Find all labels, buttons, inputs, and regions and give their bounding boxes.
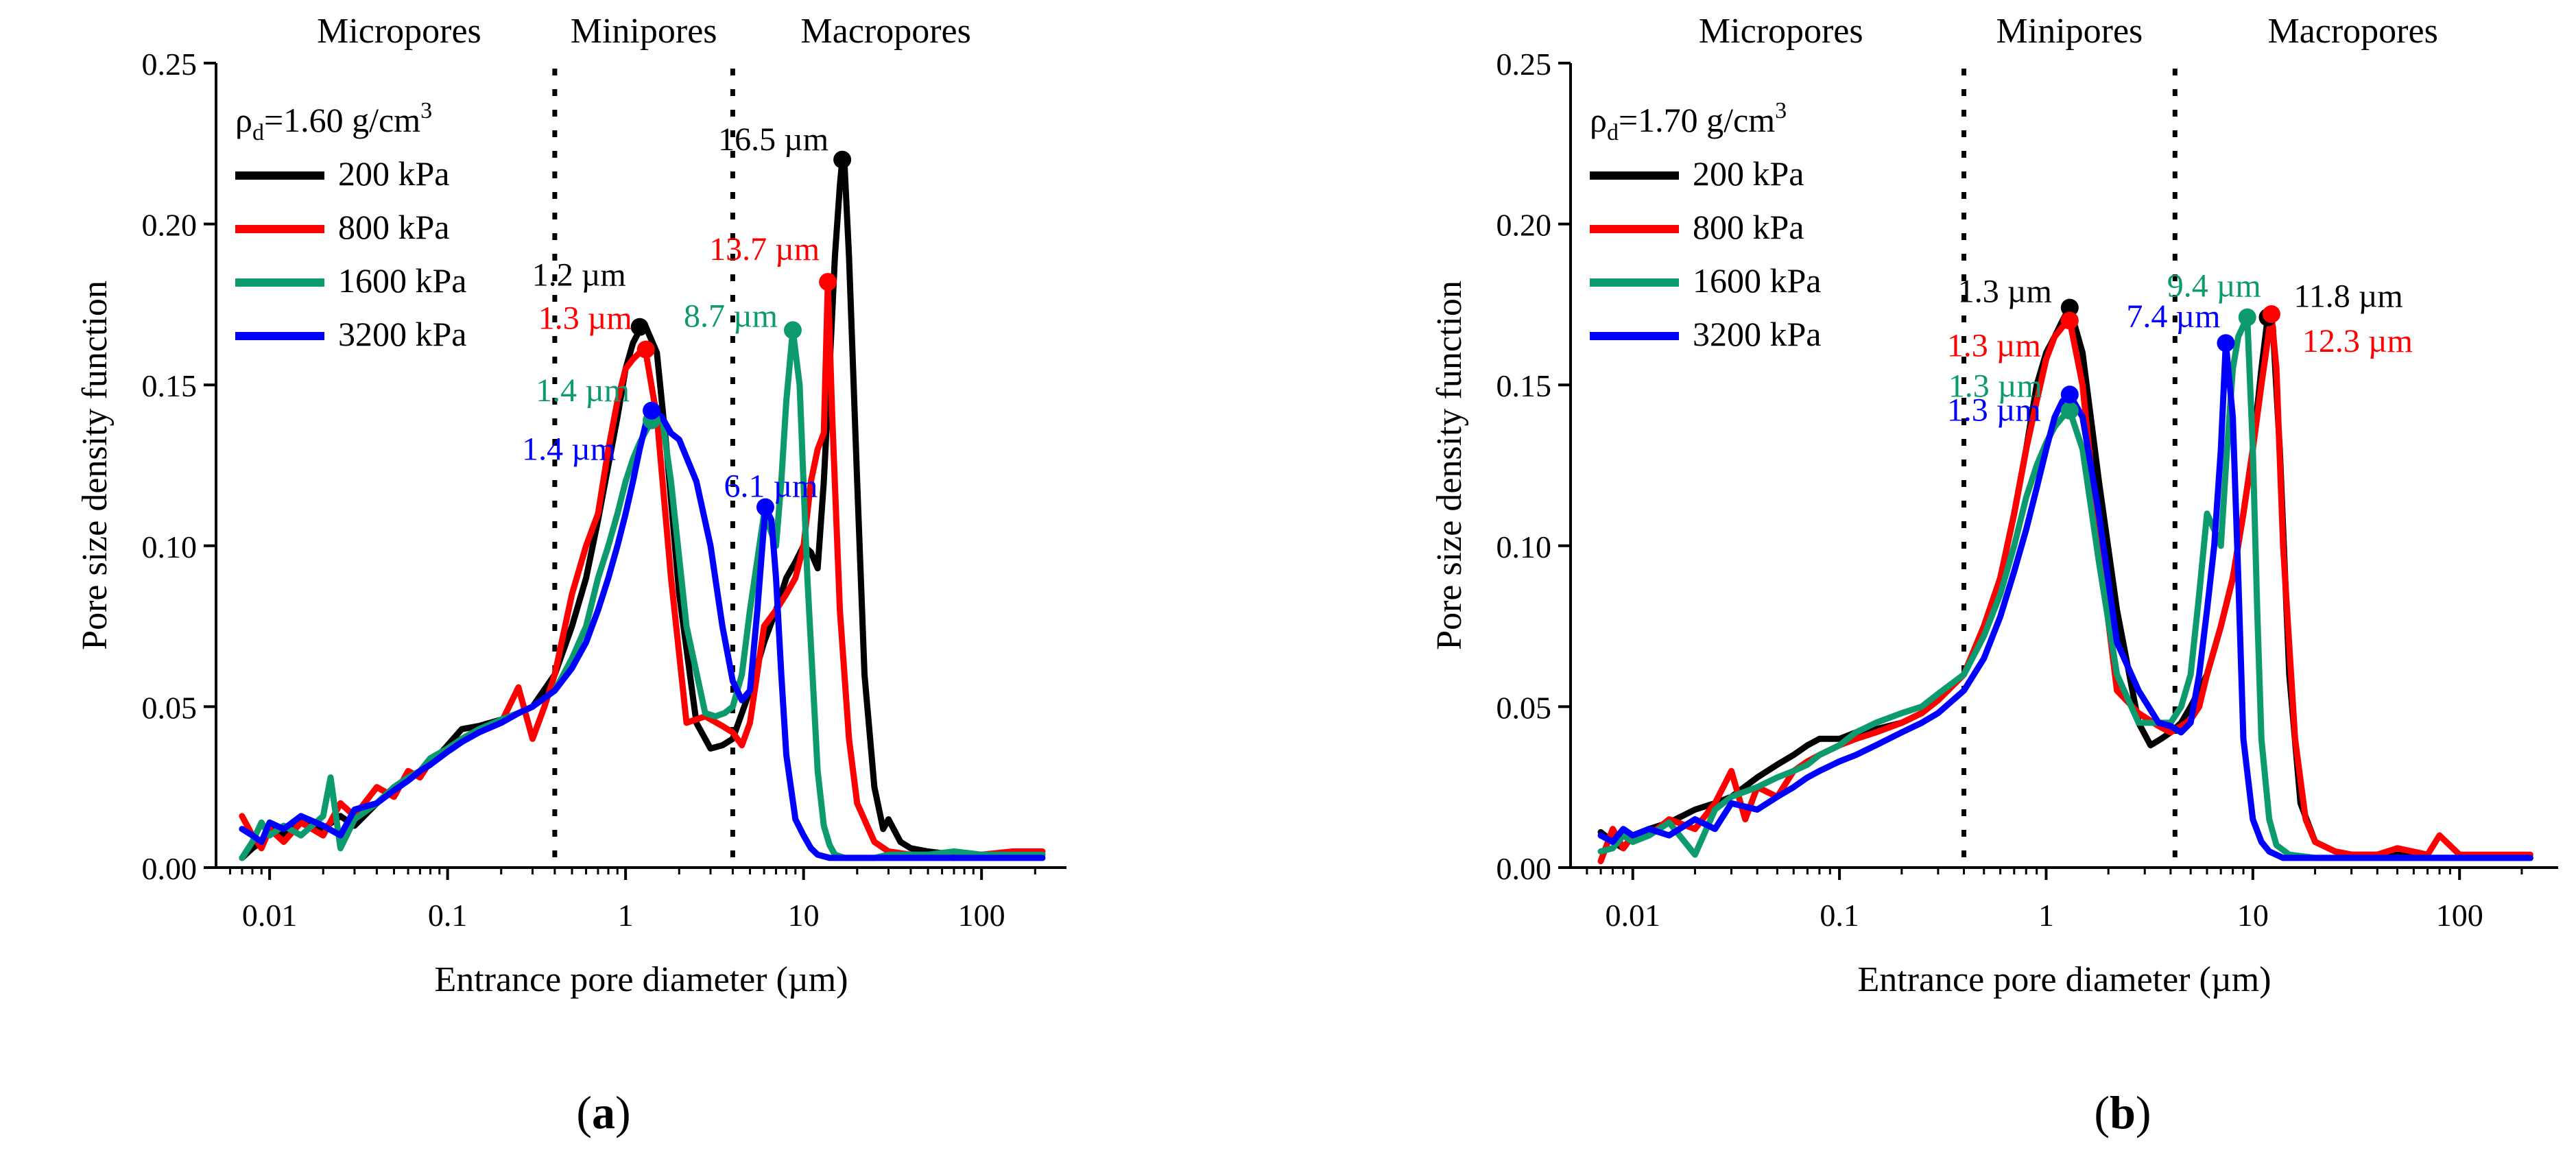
chart-panel-b: 0.00 0.05 0.10 0.15 0.20 0.25 0.01 0.1 1 10 100 Ent… bbox=[1430, 12, 2558, 1138]
legend-title: ρd=1.70 g/cm3 bbox=[1590, 98, 1787, 145]
y-tick-label: 0.15 bbox=[142, 368, 198, 403]
peak-label: 13.7 µm bbox=[709, 231, 820, 267]
series-line bbox=[239, 326, 1046, 861]
zone-label: Micropores bbox=[1699, 12, 1863, 51]
peak-marker bbox=[643, 401, 661, 420]
y-axis-title: Pore size density function bbox=[1430, 281, 1469, 650]
legend-entry: 200 kPa bbox=[338, 154, 450, 193]
x-tick-label: 100 bbox=[2436, 898, 2483, 933]
x-tick-label: 1 bbox=[2038, 898, 2054, 933]
y-tick-label: 0.25 bbox=[142, 47, 198, 82]
peak-label: 1.2 µm bbox=[532, 257, 626, 294]
panel-label: (a) bbox=[576, 1086, 630, 1138]
peak-label: 6.1 µm bbox=[724, 468, 818, 504]
zone-label: Minipores bbox=[571, 12, 717, 51]
legend-title: ρd=1.60 g/cm3 bbox=[235, 98, 432, 145]
peak-marker bbox=[783, 321, 802, 339]
peak-label: 7.4 µm bbox=[2126, 298, 2220, 335]
y-tick-label: 0.10 bbox=[1496, 529, 1552, 564]
peak-label: 8.7 µm bbox=[684, 298, 778, 334]
y-tick-label: 0.20 bbox=[1496, 208, 1552, 243]
legend-entry: 1600 kPa bbox=[1693, 261, 1822, 300]
legend-entry: 1600 kPa bbox=[338, 261, 467, 300]
peak-marker bbox=[2060, 401, 2079, 420]
legend-entry: 3200 kPa bbox=[338, 315, 467, 353]
peak-marker bbox=[756, 498, 774, 516]
peak-marker bbox=[2238, 308, 2256, 326]
peak-marker bbox=[636, 340, 655, 359]
y-tick-label: 0.10 bbox=[142, 529, 198, 564]
legend-entry: 3200 kPa bbox=[1693, 315, 1822, 353]
zone-label: Macropores bbox=[2267, 12, 2437, 51]
y-tick-label: 0.05 bbox=[142, 690, 198, 725]
peak-marker bbox=[819, 273, 837, 291]
y-tick-label: 0.15 bbox=[1496, 368, 1552, 403]
legend-entry: 800 kPa bbox=[1693, 208, 1804, 246]
x-axis-title: Entrance pore diameter (µm) bbox=[1857, 960, 2271, 999]
peak-marker bbox=[2217, 334, 2235, 353]
series-line bbox=[239, 407, 1046, 861]
peak-marker bbox=[630, 318, 649, 336]
peak-label: 1.4 µm bbox=[536, 372, 630, 409]
y-tick-label: 0.00 bbox=[142, 851, 198, 886]
y-tick-label: 0.20 bbox=[142, 208, 198, 243]
zone-label: Minipores bbox=[1996, 12, 2143, 51]
peak-label: 1.3 µm bbox=[1947, 392, 2041, 428]
peak-label: 1.3 µm bbox=[1947, 327, 2041, 363]
zone-label: Macropores bbox=[801, 12, 971, 51]
series-line bbox=[1597, 339, 2533, 861]
x-tick-label: 0.1 bbox=[1820, 898, 1859, 933]
panel-label: (b) bbox=[2094, 1086, 2151, 1138]
x-tick-label: 0.01 bbox=[1605, 898, 1660, 933]
peak-label: 9.4 µm bbox=[2167, 268, 2261, 305]
zone-label: Micropores bbox=[317, 12, 481, 51]
x-tick-label: 10 bbox=[2237, 898, 2269, 933]
x-axis-title: Entrance pore diameter (µm) bbox=[434, 960, 848, 999]
peak-marker bbox=[2060, 298, 2079, 317]
peak-marker bbox=[2060, 311, 2079, 330]
x-tick-label: 0.01 bbox=[242, 898, 298, 933]
x-tick-label: 1 bbox=[618, 898, 634, 933]
series-line bbox=[239, 278, 1046, 861]
peak-marker bbox=[833, 150, 852, 169]
y-tick-label: 0.00 bbox=[1496, 851, 1552, 886]
peak-label: 1.3 µm bbox=[1958, 274, 2052, 310]
peak-label: 12.3 µm bbox=[2302, 323, 2413, 359]
legend-entry: 200 kPa bbox=[1693, 154, 1804, 193]
x-tick-label: 100 bbox=[958, 898, 1005, 933]
y-tick-label: 0.25 bbox=[1496, 47, 1552, 82]
peak-marker bbox=[2262, 305, 2280, 323]
y-tick-label: 0.05 bbox=[1496, 690, 1552, 725]
y-axis-title: Pore size density function bbox=[75, 281, 115, 650]
x-tick-label: 10 bbox=[788, 898, 820, 933]
legend-entry: 800 kPa bbox=[338, 208, 450, 246]
chart-panel-a: 0.00 0.05 0.10 0.15 0.20 0.25 0.01 0.1 1 10 100 Ent… bbox=[75, 12, 1066, 1138]
peak-marker bbox=[2060, 385, 2079, 404]
peak-label: 1.3 µm bbox=[538, 300, 632, 337]
peak-label: 11.8 µm bbox=[2294, 278, 2403, 315]
peak-label: 1.3 µm bbox=[1948, 368, 2042, 405]
x-tick-label: 0.1 bbox=[428, 898, 468, 933]
peak-label: 16.5 µm bbox=[718, 121, 828, 158]
peak-label: 1.4 µm bbox=[522, 431, 616, 468]
series-line bbox=[1597, 314, 2533, 861]
